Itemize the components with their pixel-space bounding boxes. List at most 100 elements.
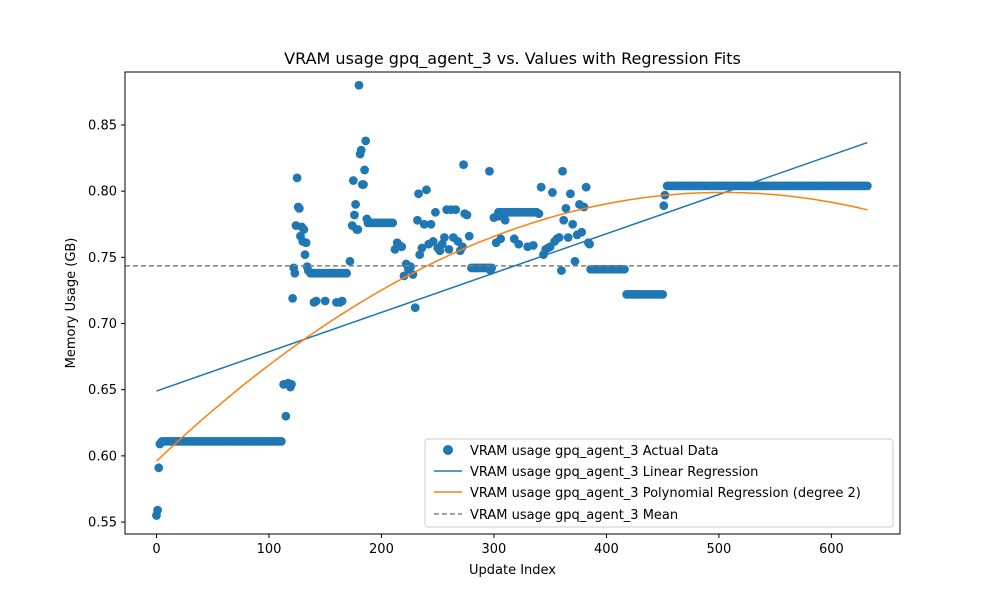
data-point <box>417 243 427 253</box>
data-point <box>422 185 431 195</box>
data-point <box>563 233 573 242</box>
data-point <box>276 436 286 446</box>
data-point <box>290 268 300 278</box>
data-point <box>534 209 544 219</box>
data-point <box>353 225 363 234</box>
data-point <box>311 296 321 306</box>
data-point <box>426 219 436 229</box>
data-point <box>514 239 524 249</box>
data-point <box>354 80 364 90</box>
data-point <box>351 199 360 209</box>
data-point <box>360 165 369 175</box>
data-point <box>558 166 567 176</box>
data-point <box>415 250 425 260</box>
y-tick-label: 0.80 <box>88 185 117 200</box>
data-point <box>494 211 503 221</box>
data-point <box>566 189 575 199</box>
data-point <box>528 241 538 250</box>
data-point <box>348 176 358 185</box>
data-point <box>559 215 569 225</box>
data-point <box>440 233 449 242</box>
y-tick-label: 0.55 <box>88 516 117 531</box>
data-point <box>361 136 371 146</box>
data-point <box>585 239 594 249</box>
data-point <box>561 203 571 213</box>
plot-frame <box>124 71 901 535</box>
linear-regression-line <box>156 141 868 392</box>
data-point <box>397 242 407 252</box>
data-point <box>156 438 166 448</box>
legend-box <box>424 438 894 528</box>
data-point <box>451 205 461 215</box>
data-point <box>301 238 311 248</box>
data-point <box>570 256 580 266</box>
polynomial-regression-line <box>155 191 868 462</box>
data-point <box>294 203 304 213</box>
data-point <box>581 182 591 192</box>
x-tick-label: 400 <box>594 542 619 557</box>
x-tick-label: 0 <box>152 542 160 557</box>
data-point <box>459 160 468 170</box>
data-point <box>444 244 454 254</box>
data-point <box>862 181 872 191</box>
data-point <box>320 296 330 306</box>
data-point <box>356 145 366 155</box>
data-point <box>303 266 313 275</box>
legend-label-actual: VRAM usage gpq_agent_3 Actual Data <box>470 444 719 459</box>
data-point <box>428 237 438 246</box>
data-point <box>288 293 297 303</box>
chart-title: VRAM usage gpq_agent_3 vs. Values with R… <box>284 49 741 69</box>
plot-area <box>125 80 900 520</box>
data-point <box>485 166 494 176</box>
legend-marker-actual <box>443 445 453 455</box>
data-point <box>362 214 372 224</box>
data-point <box>462 210 472 220</box>
data-point <box>292 173 302 183</box>
data-point <box>568 219 578 229</box>
x-tick-label: 500 <box>706 542 731 557</box>
y-tick-label: 0.85 <box>88 118 117 133</box>
data-point <box>557 266 566 275</box>
data-point <box>419 219 429 229</box>
data-point <box>554 233 564 242</box>
data-point <box>287 380 296 389</box>
data-point <box>435 246 445 256</box>
data-point <box>659 201 669 211</box>
data-point <box>431 207 440 217</box>
data-point <box>620 264 629 274</box>
y-axis-title: Memory Usage (GB) <box>64 238 79 369</box>
legend-label-linear: VRAM usage gpq_agent_3 Linear Regression <box>470 465 758 480</box>
data-point <box>536 182 546 192</box>
data-point <box>413 215 422 225</box>
data-point <box>300 250 310 260</box>
legend: VRAM usage gpq_agent_3 Actual Data VRAM … <box>424 438 894 528</box>
data-point <box>342 268 351 278</box>
data-point <box>548 188 557 197</box>
x-tick-label: 300 <box>482 542 507 557</box>
data-point <box>337 296 347 306</box>
data-point <box>658 290 668 299</box>
data-point <box>299 225 309 234</box>
data-point <box>345 256 355 266</box>
legend-label-poly: VRAM usage gpq_agent_3 Polynomial Regres… <box>470 486 861 501</box>
y-tick-label: 0.60 <box>88 449 117 464</box>
data-point <box>437 239 447 249</box>
data-point <box>281 411 291 421</box>
data-point <box>154 463 164 473</box>
y-tick-label: 0.75 <box>88 251 117 266</box>
data-point <box>153 505 163 515</box>
data-point <box>500 215 510 225</box>
y-axis-ticks: 0.55 0.60 0.65 0.70 0.75 0.80 0.85 <box>88 118 125 531</box>
data-point <box>359 180 368 189</box>
x-tick-label: 600 <box>819 542 844 557</box>
data-point <box>414 189 423 199</box>
y-tick-label: 0.65 <box>88 383 117 398</box>
x-axis-ticks: 0 100 200 300 400 500 600 <box>152 534 844 557</box>
y-tick-label: 0.70 <box>88 317 117 332</box>
data-point <box>464 231 474 241</box>
data-point <box>350 210 359 220</box>
data-point <box>410 303 420 313</box>
data-point <box>467 263 476 273</box>
x-axis-title: Update Index <box>469 563 556 578</box>
